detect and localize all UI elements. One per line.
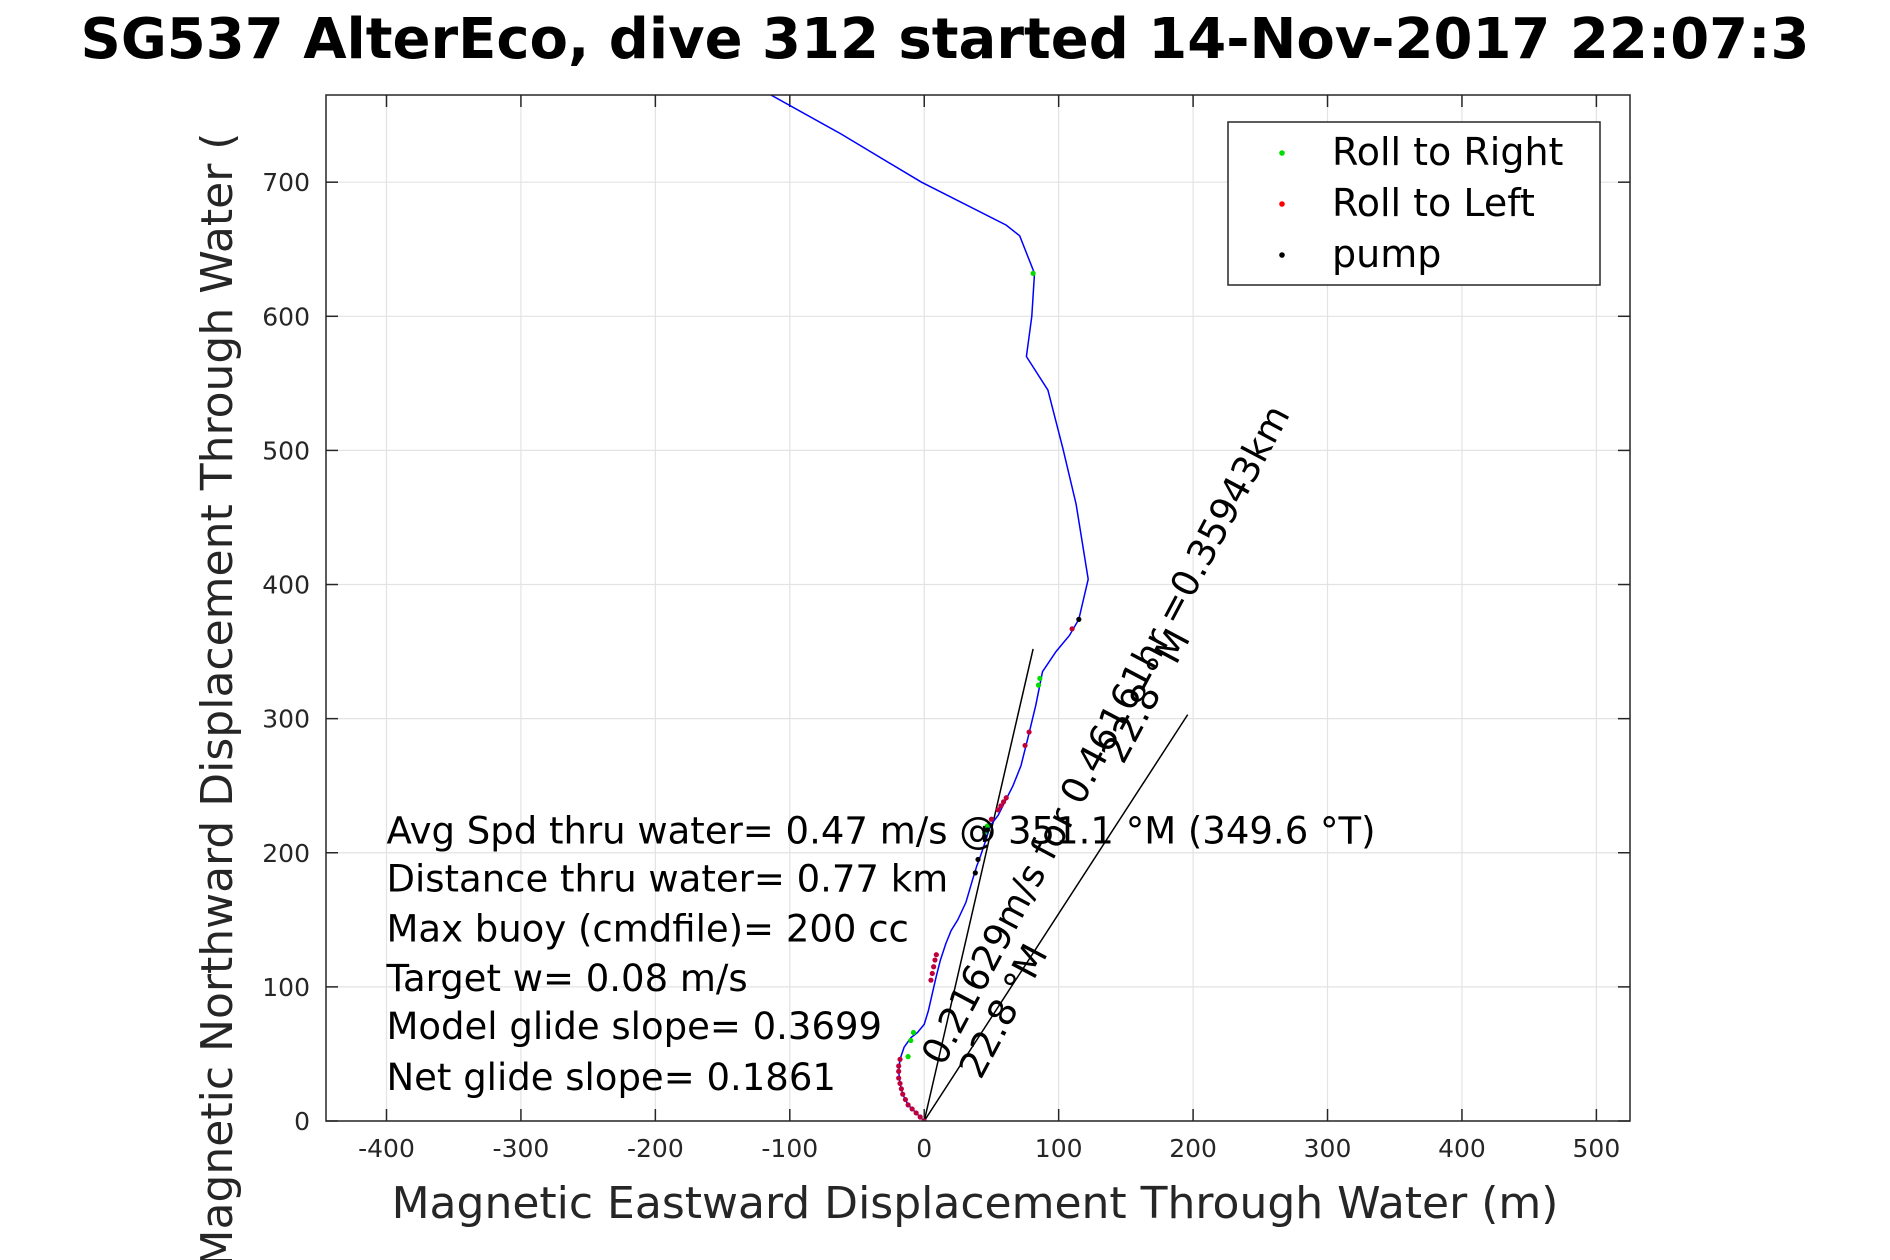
- x-tick-label: 500: [1573, 1134, 1621, 1163]
- roll-left-point: [896, 1075, 902, 1081]
- roll-right-point: [910, 1029, 917, 1036]
- x-tick-label: 200: [1169, 1134, 1217, 1163]
- legend-marker: [1279, 201, 1285, 207]
- roll-left-point: [1026, 729, 1032, 735]
- roll-left-point: [896, 1063, 902, 1069]
- y-tick-label: 300: [262, 705, 310, 734]
- roll-right-point: [1035, 682, 1042, 688]
- x-tick-label: -100: [761, 1134, 818, 1163]
- stats-annotation: Net glide slope= 0.1861: [386, 1056, 835, 1099]
- roll-left-point: [917, 1114, 923, 1120]
- roll-right-point: [908, 1037, 914, 1044]
- roll-left-point: [897, 1080, 903, 1087]
- roll-left-point: [905, 1102, 911, 1108]
- roll-left-point: [896, 1068, 902, 1074]
- plot-frame: [325, 94, 1631, 1122]
- x-tick-label: -400: [358, 1134, 415, 1163]
- roll-left-point: [928, 977, 934, 983]
- x-axis-label: Magnetic Eastward Displacement Through W…: [392, 1178, 1559, 1229]
- roll-right-point: [1030, 270, 1036, 276]
- x-tick-label: 300: [1304, 1134, 1352, 1163]
- stats-annotation: Target w= 0.08 m/s: [385, 957, 747, 1000]
- roll-left-point: [897, 1056, 903, 1062]
- legend-box: [1227, 121, 1601, 286]
- y-axis-label: Magnetic Northward Displacement Through …: [192, 133, 243, 1260]
- dive-track: [769, 95, 1089, 1121]
- y-tick-label: 400: [262, 571, 310, 600]
- pump-point: [1076, 616, 1082, 623]
- stats-annotation: Distance thru water= 0.77 km: [386, 858, 948, 901]
- axis-ticks: -400 -300 -200 -100 0 100 200 300 400 500 0 100 200 3…: [262, 95, 1630, 1163]
- x-tick-label: 400: [1438, 1134, 1486, 1163]
- pump-point: [982, 834, 988, 840]
- roll-left-point: [931, 964, 937, 970]
- roll-left-point: [913, 1110, 919, 1116]
- roll-left-point: [1000, 799, 1007, 805]
- legend-label: Roll to Left: [1332, 181, 1535, 225]
- roll-left-point: [998, 803, 1004, 809]
- legend-label: Roll to Right: [1332, 130, 1563, 174]
- roll-left-point: [1022, 742, 1028, 749]
- x-tick-label: -200: [627, 1134, 684, 1163]
- y-tick-label: 500: [262, 436, 310, 465]
- roll-left-point: [995, 807, 1001, 813]
- roll-left-point: [932, 957, 938, 963]
- chart-title: SG537 AlterEco, dive 312 started 14-Nov-…: [81, 7, 1810, 72]
- roll-left-point: [933, 952, 939, 958]
- pump-point: [984, 827, 991, 833]
- x-tick-label: 100: [1035, 1134, 1083, 1163]
- roll-left-point: [988, 816, 995, 822]
- roll-left-point: [900, 1091, 906, 1097]
- roll-right-point: [1037, 675, 1043, 682]
- roll-left-point: [902, 1096, 909, 1103]
- reference-lines: [923, 648, 1189, 1121]
- roll-left-point: [898, 1086, 904, 1092]
- y-tick-label: 600: [262, 302, 310, 331]
- roll-left-point: [1003, 795, 1009, 801]
- stats-annotation: Max buoy (cmdfile)= 200 cc: [386, 907, 908, 950]
- pump-point: [972, 870, 978, 876]
- x-tick-label: 0: [916, 1134, 932, 1163]
- roll-right-point: [905, 1054, 911, 1060]
- y-tick-label: 100: [262, 973, 310, 1002]
- glide-reference-line: [923, 714, 1189, 1121]
- pump-point: [975, 856, 981, 863]
- roll-left-point: [909, 1106, 915, 1112]
- y-tick-label: 200: [262, 839, 310, 868]
- glide-reference-line: [923, 648, 1034, 1121]
- y-tick-label: 700: [262, 168, 310, 197]
- x-tick-label: -300: [493, 1134, 550, 1163]
- stats-annotation: Model glide slope= 0.3699: [386, 1005, 882, 1048]
- y-tick-label: 0: [294, 1107, 310, 1136]
- roll-left-point: [929, 970, 935, 977]
- stats-annotation: Avg Spd thru water= 0.47 m/s @ 351.1 °M …: [386, 809, 1375, 852]
- roll-right-point: [984, 823, 991, 829]
- roll-left-point: [1069, 626, 1075, 632]
- track-line: [769, 95, 1089, 1121]
- roll-markers: [896, 270, 1082, 1121]
- legend: Roll to Right Roll to Left pump: [1227, 121, 1601, 286]
- legend-label: pump: [1332, 232, 1441, 276]
- legend-marker: [1279, 252, 1285, 258]
- legend-marker: [1279, 150, 1285, 156]
